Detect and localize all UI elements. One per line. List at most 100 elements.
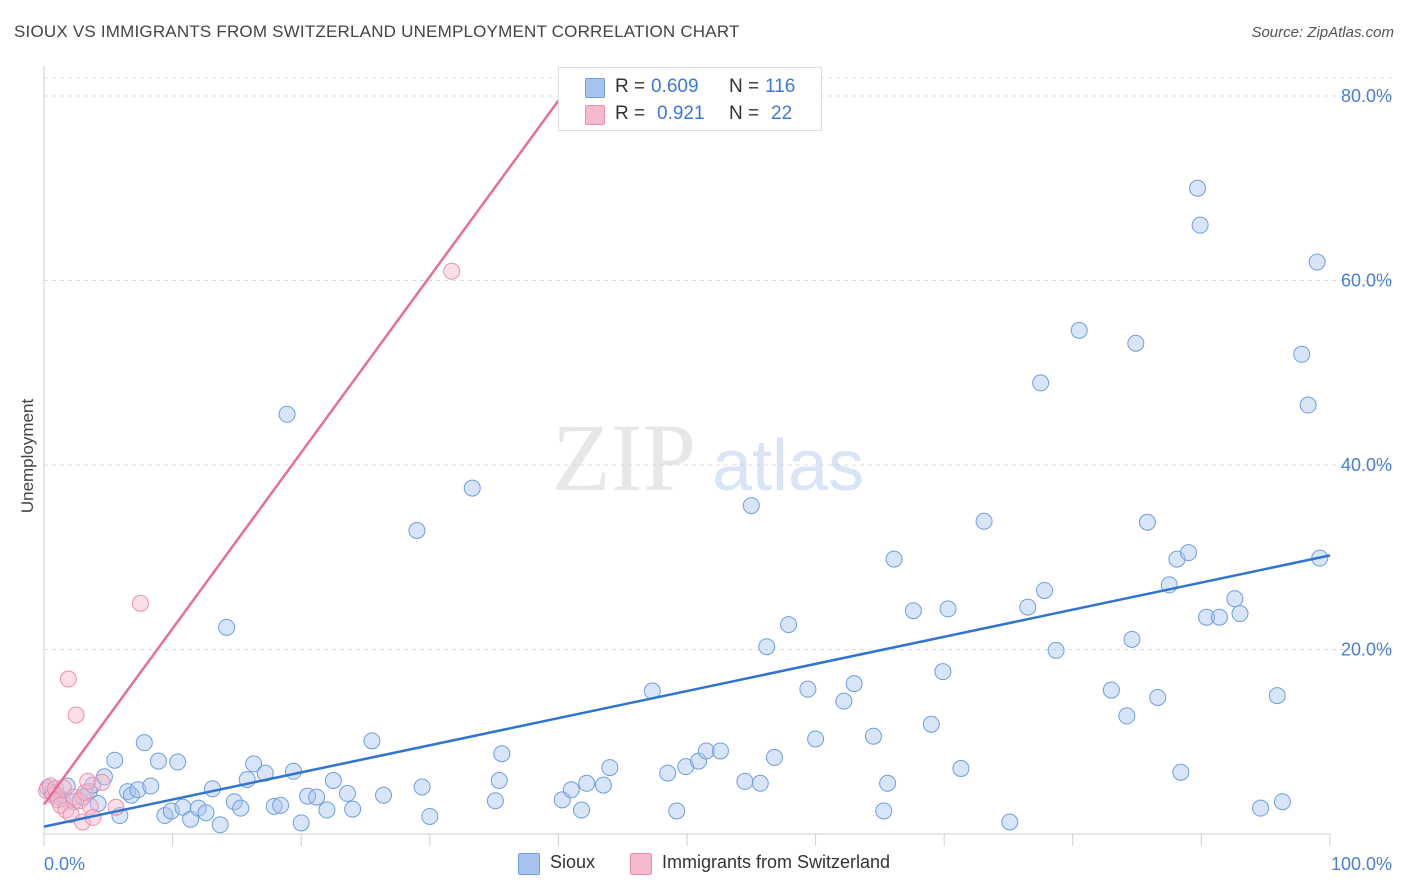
point-sioux <box>573 801 591 819</box>
legend-r-label: R = <box>615 76 646 97</box>
point-sioux <box>308 788 326 806</box>
point-sioux <box>232 799 250 817</box>
y-tick-label: 40.0% <box>1341 455 1392 475</box>
x-tick-label: 0.0% <box>44 854 85 874</box>
point-sioux <box>265 797 283 815</box>
point-sioux <box>939 600 957 618</box>
point-sioux <box>835 692 853 710</box>
point-sioux <box>742 497 760 515</box>
point-sioux <box>885 550 903 568</box>
legend-n-label: N = <box>729 76 760 97</box>
point-sioux <box>562 781 580 799</box>
point-sioux <box>493 745 511 763</box>
point-sioux <box>1032 374 1050 392</box>
legend-r-value: 0.609 <box>651 76 699 97</box>
point-sioux <box>845 675 863 693</box>
point-immigrants <box>71 792 89 810</box>
watermark-zip: ZIP <box>552 404 696 511</box>
point-sioux <box>1252 799 1270 817</box>
point-sioux <box>594 776 612 794</box>
point-sioux <box>106 751 124 769</box>
point-immigrants <box>81 797 99 815</box>
point-sioux <box>578 774 596 792</box>
point-sioux <box>174 798 192 816</box>
point-sioux <box>799 680 817 698</box>
point-sioux <box>736 772 754 790</box>
point-sioux <box>318 801 336 819</box>
legend-row-sioux: R = 0.609 N = 116 <box>559 73 821 101</box>
point-sioux <box>284 762 302 780</box>
point-sioux <box>1019 598 1037 616</box>
y-tick-label: 20.0% <box>1341 640 1392 660</box>
point-sioux <box>697 742 715 760</box>
point-sioux <box>1210 608 1228 626</box>
legend-row-immigrants: R = 0.921 N = 22 <box>559 100 821 128</box>
point-sioux <box>408 521 426 539</box>
tick-labels: 20.0% 40.0% 60.0% 80.0% 0.0% 100.0% <box>44 86 1392 874</box>
x-tick-label: 100.0% <box>1331 854 1392 874</box>
point-sioux <box>299 787 317 805</box>
chart-title: SIOUX VS IMMIGRANTS FROM SWITZERLAND UNE… <box>14 22 740 41</box>
point-sioux <box>324 771 342 789</box>
point-sioux <box>129 781 147 799</box>
point-sioux <box>142 777 160 795</box>
point-sioux <box>278 405 296 423</box>
point-immigrants <box>59 670 77 688</box>
point-sioux <box>922 715 940 733</box>
point-sioux <box>1047 641 1065 659</box>
point-sioux <box>904 602 922 620</box>
point-sioux <box>1299 396 1317 414</box>
point-sioux <box>1180 544 1198 562</box>
point-sioux <box>1138 513 1156 531</box>
grid-lines <box>44 77 1392 650</box>
point-sioux <box>659 764 677 782</box>
point-sioux <box>463 479 481 497</box>
point-sioux <box>292 814 310 832</box>
point-sioux <box>1102 681 1120 699</box>
watermark: ZIP atlas <box>552 404 864 511</box>
point-immigrants <box>131 594 149 612</box>
point-sioux <box>751 774 769 792</box>
point-sioux <box>1123 630 1141 648</box>
point-sioux <box>601 759 619 777</box>
legend-swatch-blue <box>518 853 540 875</box>
point-sioux <box>486 792 504 810</box>
legend-n-label: N = <box>729 103 760 124</box>
point-immigrants <box>93 773 111 791</box>
point-sioux <box>1118 707 1136 725</box>
point-sioux <box>1001 813 1019 831</box>
y-tick-label: 60.0% <box>1341 271 1392 291</box>
point-sioux <box>765 748 783 766</box>
point-immigrants <box>57 801 75 819</box>
legend-swatch-pink <box>585 105 605 125</box>
legend-r-value: 0.921 <box>657 103 705 124</box>
point-sioux <box>711 742 729 760</box>
trend-lines <box>42 99 1331 828</box>
point-sioux <box>1070 321 1088 339</box>
trendline-sioux <box>43 554 1331 828</box>
y-tick-label: 80.0% <box>1341 86 1392 106</box>
point-immigrants <box>443 262 461 280</box>
point-immigrants <box>67 706 85 724</box>
point-sioux <box>1172 763 1190 781</box>
series-immigrants-switzerland <box>38 262 461 831</box>
point-sioux <box>490 771 508 789</box>
point-sioux <box>1268 687 1286 705</box>
legend-n-value: 22 <box>771 103 793 124</box>
stats-legend: R = 0.609 N = 116 R = 0.921 N = 22 <box>558 67 822 131</box>
point-sioux <box>135 734 153 752</box>
point-sioux <box>211 816 229 834</box>
point-sioux <box>758 638 776 656</box>
point-sioux <box>1127 334 1145 352</box>
point-sioux <box>1189 179 1207 197</box>
point-sioux <box>1308 253 1326 271</box>
point-sioux <box>1293 345 1311 363</box>
source-label: Source: ZipAtlas.com <box>1251 24 1394 41</box>
point-sioux <box>225 793 243 811</box>
trendline-immigrants <box>42 99 560 806</box>
point-sioux <box>1226 590 1244 608</box>
point-sioux <box>668 802 686 820</box>
point-sioux <box>879 774 897 792</box>
point-sioux <box>421 807 439 825</box>
